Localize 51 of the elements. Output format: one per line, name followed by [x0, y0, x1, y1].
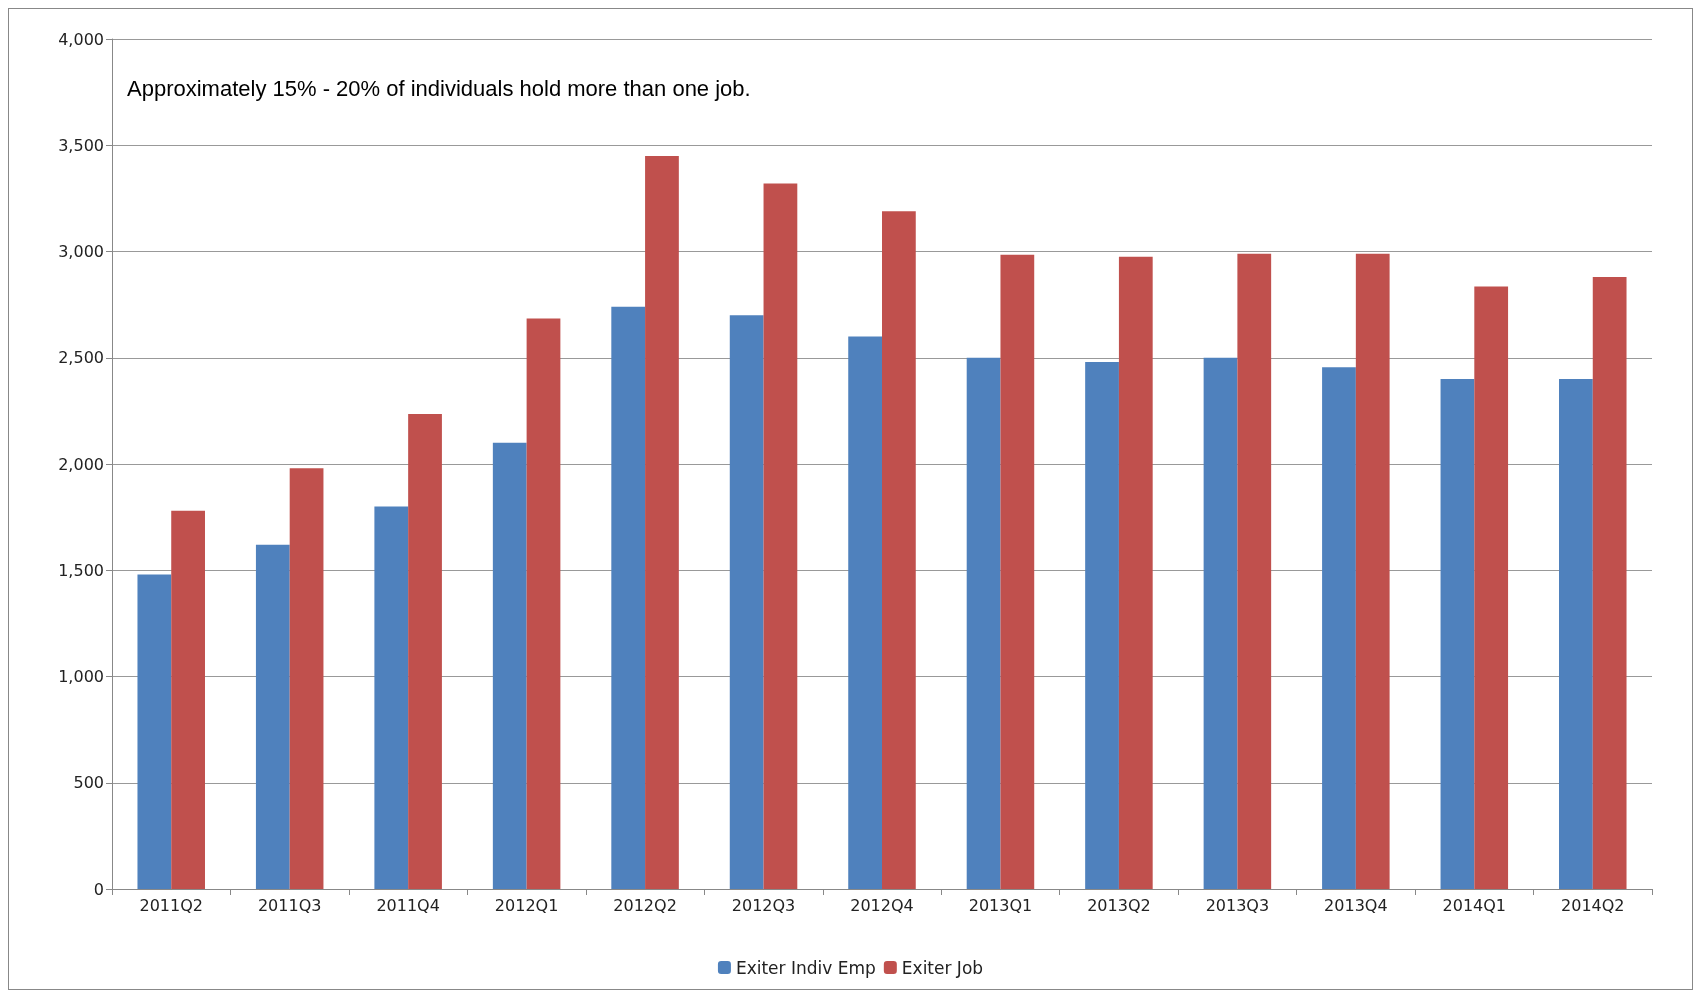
bar — [1440, 379, 1475, 889]
bar — [1322, 367, 1356, 889]
bar — [729, 315, 764, 889]
x-tick-label: 2012Q2 — [613, 895, 677, 915]
annotation: Approximately 15% - 20% of individuals hold more than one job. — [127, 75, 751, 101]
legend-label: Exiter Indiv Emp — [735, 957, 876, 978]
y-tick-label: 1,500 — [58, 560, 104, 580]
y-tick-label: 1,000 — [58, 667, 104, 686]
bar — [848, 336, 882, 889]
bar — [1203, 357, 1238, 889]
y-tick-label: 2,000 — [58, 454, 104, 474]
bar — [1474, 286, 1509, 889]
bar — [408, 414, 442, 889]
x-tick-label: 2014Q2 — [1561, 895, 1625, 915]
x-tick-label: 2013Q1 — [968, 895, 1033, 915]
y-tick-label: 4,000 — [58, 29, 104, 49]
y-tick-label: 3,500 — [58, 135, 104, 155]
bar — [1559, 379, 1593, 889]
bar — [645, 155, 679, 889]
bar — [1085, 362, 1119, 889]
bar — [492, 442, 527, 889]
x-tick-label: 2012Q3 — [731, 895, 796, 915]
x-tick-label: 2013Q3 — [1205, 895, 1270, 915]
x-tick-label: 2013Q2 — [1087, 895, 1151, 915]
bar — [882, 211, 916, 889]
y-tick-label: 3,000 — [58, 242, 104, 261]
x-tick-label: 2011Q4 — [376, 895, 440, 915]
x-tick-label: 2013Q4 — [1324, 895, 1388, 915]
bar — [611, 306, 646, 889]
x-tick-label: 2011Q2 — [139, 895, 203, 915]
bar — [374, 506, 409, 889]
x-tick-label: 2012Q1 — [494, 895, 559, 915]
bar — [1237, 253, 1272, 889]
bar — [255, 544, 290, 889]
x-tick-label: 2012Q4 — [850, 895, 914, 915]
bar — [526, 318, 561, 889]
bar — [1592, 277, 1627, 889]
bar — [171, 510, 205, 889]
x-tick-label: 2014Q1 — [1442, 895, 1507, 915]
bar — [763, 183, 798, 889]
legend-label: Exiter Job — [901, 957, 984, 978]
bar — [289, 468, 324, 889]
bar — [1118, 256, 1153, 889]
y-tick-label: 0 — [93, 879, 104, 899]
y-tick-label: 2,500 — [58, 348, 104, 368]
bar — [966, 357, 1001, 889]
bar — [137, 574, 172, 889]
y-tick-label: 500 — [73, 773, 104, 793]
x-tick-label: 2011Q3 — [257, 895, 322, 915]
bar — [1000, 254, 1035, 889]
bar — [1355, 253, 1390, 889]
